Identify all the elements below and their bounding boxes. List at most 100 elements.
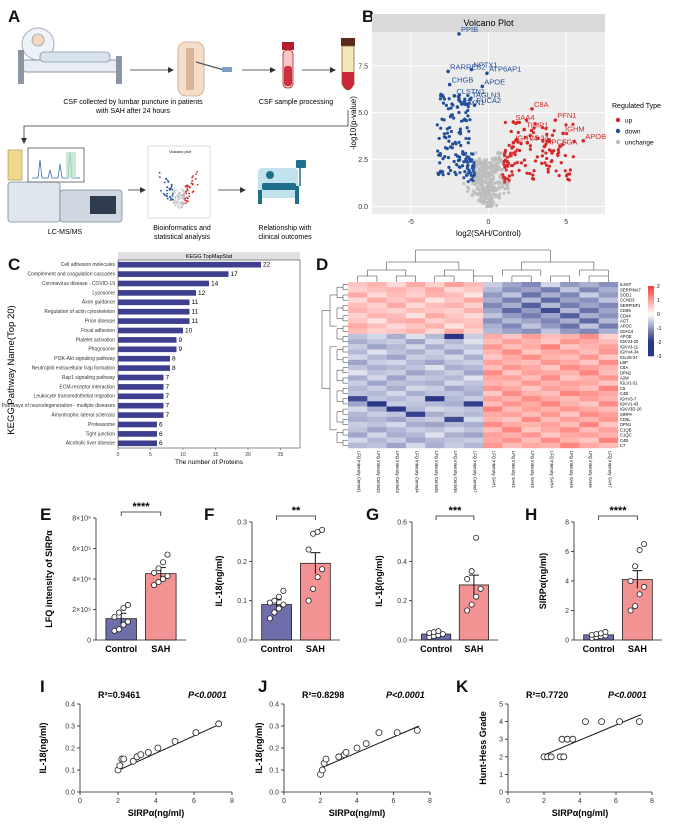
row-dendrogram-branch [337, 287, 343, 297]
heatmap-cell [406, 349, 425, 354]
heatmap-cell [560, 360, 579, 365]
heatmap-cell [348, 370, 367, 375]
data-point [469, 569, 474, 574]
volcano-point [481, 167, 484, 170]
step2-label: CSF sample processing [259, 99, 333, 106]
dendrogram-branch [435, 276, 454, 282]
heatmap-cell [425, 355, 444, 360]
mini-volcano-point [180, 206, 182, 208]
heatmap-cell [502, 381, 521, 386]
bar-chart-g: 0.00.20.40.6Control SAH***IL-1β(ng/ml) [374, 505, 498, 654]
volcano-point-down [447, 107, 450, 110]
panel-j-letter: J [258, 677, 267, 696]
colorbar-segment [648, 302, 654, 305]
data-point [570, 736, 576, 742]
volcano-point-up [545, 157, 548, 160]
data-point [469, 602, 474, 607]
data-point [155, 745, 161, 751]
heatmap-cell [406, 407, 425, 412]
heatmap-cell [483, 401, 502, 406]
volcano-point-up [510, 130, 513, 133]
kegg-bar [118, 431, 157, 437]
heatmap-cell [579, 417, 598, 422]
heatmap-cell [599, 443, 618, 448]
heatmap-cell [367, 339, 386, 344]
heatmap-cell [406, 381, 425, 386]
mini-volcano-point [166, 196, 168, 198]
volcano-gene-label: CHGB [452, 76, 474, 85]
heatmap-cell [367, 375, 386, 380]
heatmap-cell [483, 360, 502, 365]
heatmap-cell [348, 401, 367, 406]
heatmap-cell [579, 355, 598, 360]
heatmap-cell [502, 438, 521, 443]
row-dendrogram-branch [343, 347, 348, 352]
volcano-point [506, 187, 509, 190]
heatmap-cell [464, 370, 483, 375]
heatmap-cell [387, 432, 406, 437]
kegg-title: KEGG TopMapStat [186, 254, 233, 260]
volcano-point-down [439, 94, 442, 97]
heatmap-cell [541, 375, 560, 380]
mini-volcano-point [178, 203, 180, 205]
heatmap-cell [541, 303, 560, 308]
volcano-point [474, 192, 477, 195]
colorbar-segment [648, 349, 654, 352]
heatmap-cell [599, 298, 618, 303]
heatmap-cell [367, 303, 386, 308]
kegg-category-label: Axon guidance [82, 300, 115, 306]
heatmap-cell [367, 443, 386, 448]
category-label: SAH [628, 644, 647, 654]
heatmap-cell [502, 365, 521, 370]
heatmap-cell [599, 329, 618, 334]
data-point [160, 560, 165, 565]
volcano-point [476, 185, 479, 188]
heatmap-cell [425, 308, 444, 313]
volcano-point-up [534, 159, 537, 162]
volcano-point [492, 182, 495, 185]
y-tick-label: 5 [499, 702, 503, 709]
volcano-gene-label: FUCA2 [477, 96, 502, 105]
kegg-bar [118, 393, 164, 399]
mini-volcano-point [166, 178, 168, 180]
volcano-point [492, 175, 495, 178]
heatmap-cell [579, 313, 598, 318]
heatmap-cell [348, 438, 367, 443]
heatmap-cell [367, 334, 386, 339]
x-tick-label: 4 [154, 798, 158, 805]
volcano-point [488, 201, 491, 204]
heatmap-cell [444, 349, 463, 354]
row-dendrogram-branch [343, 430, 348, 435]
mini-volcano-point [159, 176, 161, 178]
volcano-point-down [436, 150, 439, 153]
heatmap-cell [464, 432, 483, 437]
heatmap-cell [425, 422, 444, 427]
volcano-point-up [544, 151, 547, 154]
heatmap-cell [502, 334, 521, 339]
volcano-point [479, 180, 482, 183]
kegg-bar-value: 14 [211, 280, 219, 287]
heatmap-cell [425, 443, 444, 448]
heatmap-cell [541, 432, 560, 437]
heatmap-cell [579, 282, 598, 287]
volcano-x-tick: -5 [408, 219, 414, 226]
x-axis-label: SIRPα(ng/ml) [128, 808, 185, 818]
heatmap-cell [406, 324, 425, 329]
y-axis-label: IL-1β(ng/ml) [374, 555, 384, 607]
heatmap-cell [444, 334, 463, 339]
mini-volcano-point [178, 198, 180, 200]
kegg-x-tick: 20 [245, 452, 251, 458]
colorbar-segment [648, 293, 654, 296]
heatmap-cell [522, 443, 541, 448]
volcano-point-up [565, 174, 568, 177]
heatmap-cell [599, 292, 618, 297]
y-tick-label: 0.6 [397, 520, 407, 527]
volcano-point [494, 195, 497, 198]
arrow-5-head [240, 187, 246, 193]
heatmap-cell [464, 427, 483, 432]
volcano-gene-label: APOB [585, 132, 606, 141]
volcano-point-up [556, 152, 559, 155]
data-point [272, 598, 277, 603]
heatmap-cell [560, 287, 579, 292]
colorbar-tick: 1 [657, 298, 660, 304]
